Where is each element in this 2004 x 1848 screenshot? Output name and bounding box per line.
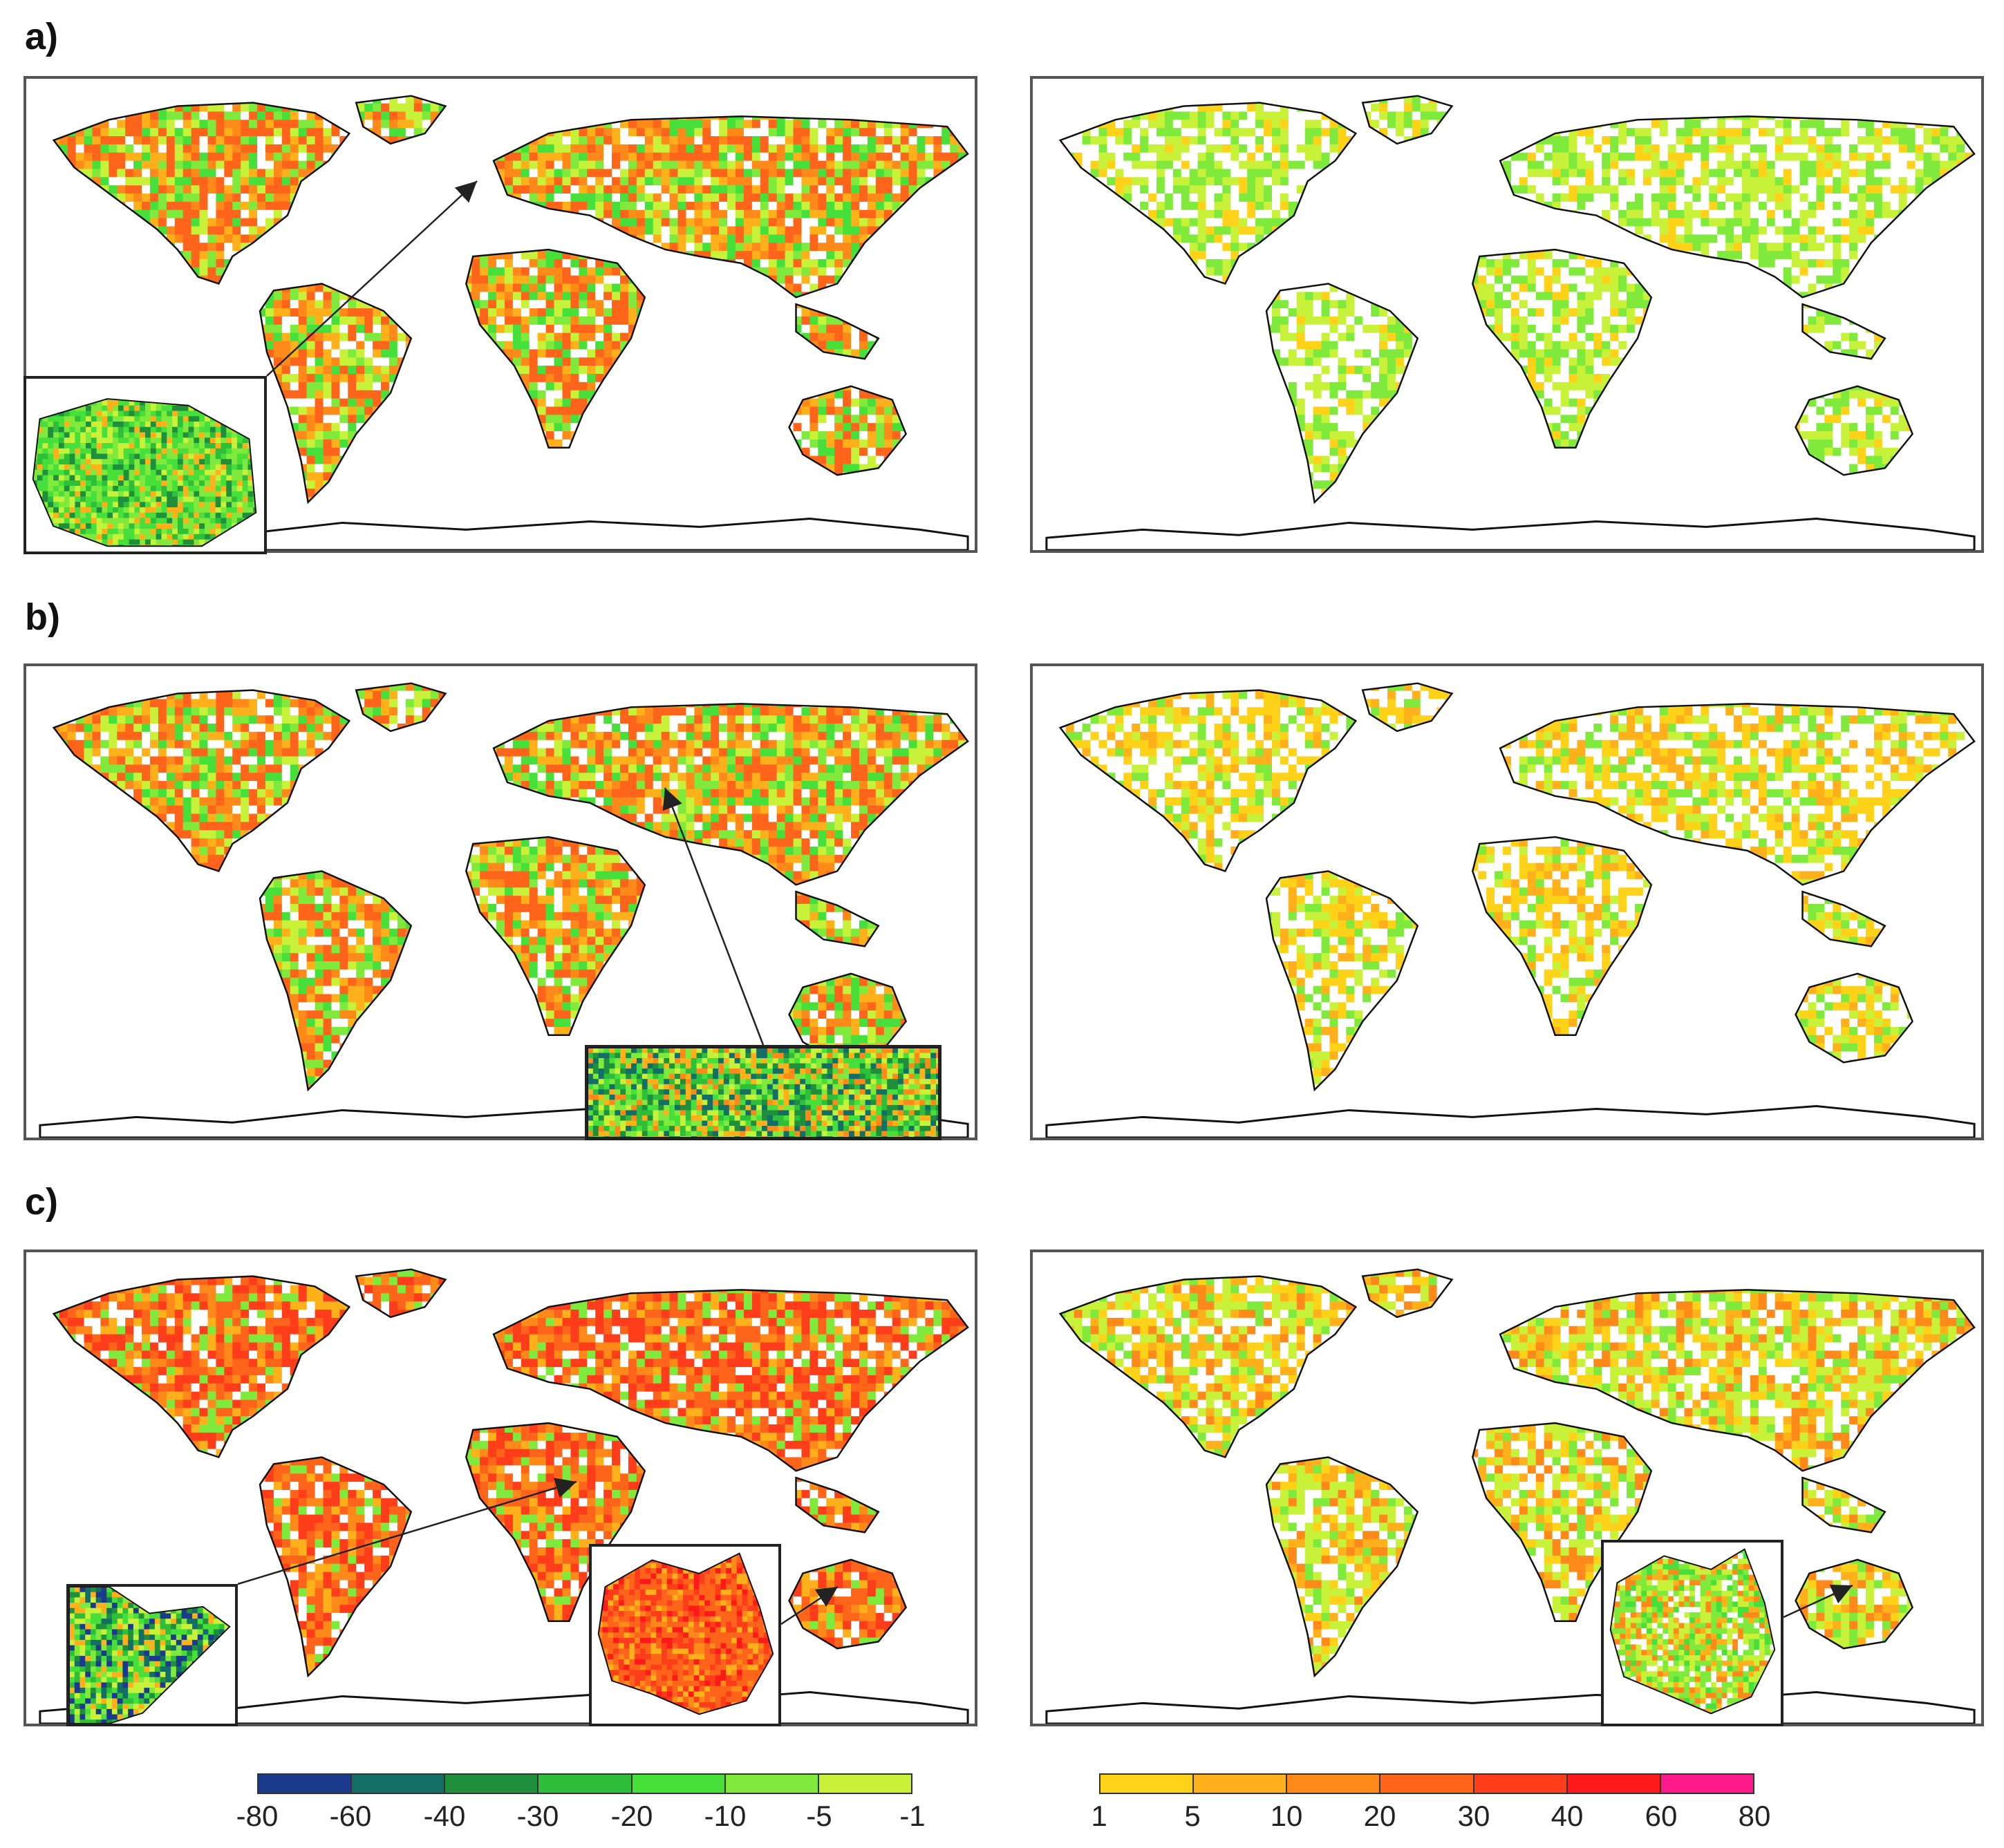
neg-tick: -80 bbox=[236, 1800, 279, 1833]
coastline-antarctica bbox=[1045, 1105, 1976, 1138]
map-panel-b-right bbox=[1030, 663, 1984, 1140]
colorbar-segment bbox=[539, 1775, 633, 1793]
coastline-seasia bbox=[1801, 1476, 1886, 1534]
coastline-northAmerica bbox=[1058, 102, 1358, 285]
map-panel-c-right bbox=[1030, 1250, 1984, 1726]
row-label-a: a) bbox=[25, 15, 58, 58]
coastline-africa bbox=[1471, 1422, 1653, 1622]
pos-tick: 20 bbox=[1364, 1800, 1396, 1833]
coastline-greenland bbox=[1361, 682, 1454, 733]
coastline-seasia bbox=[1801, 303, 1886, 360]
coastline-northAmerica bbox=[1058, 1275, 1358, 1459]
colorbar-segment bbox=[1287, 1775, 1381, 1793]
coastline-southAmerica bbox=[1265, 283, 1419, 505]
pos-tick: 30 bbox=[1458, 1800, 1490, 1833]
coastline-africa bbox=[1471, 836, 1653, 1036]
coastline-southAmerica bbox=[1265, 870, 1419, 1092]
neg-tick: -30 bbox=[517, 1800, 559, 1833]
pos-tick: 60 bbox=[1645, 1800, 1678, 1833]
pos-tick: 80 bbox=[1739, 1800, 1771, 1833]
coastline-southAmerica bbox=[259, 870, 413, 1092]
neg-tick: -10 bbox=[704, 1800, 747, 1833]
colorbar-negative bbox=[257, 1773, 912, 1794]
colorbar-segment bbox=[352, 1775, 446, 1793]
coastline-eurasia bbox=[1499, 1289, 1976, 1472]
neg-tick: -40 bbox=[424, 1800, 466, 1833]
coastline-northAmerica bbox=[52, 102, 351, 285]
colorbar-segment bbox=[632, 1775, 726, 1793]
coastline-australia bbox=[788, 385, 908, 476]
colorbar-segment bbox=[1660, 1775, 1753, 1793]
coastline-greenland bbox=[355, 682, 447, 733]
colorbar-positive bbox=[1099, 1773, 1754, 1794]
coastline-seasia bbox=[795, 890, 880, 947]
colorbar-segment bbox=[725, 1775, 819, 1793]
coastline-eurasia bbox=[1499, 703, 1976, 886]
pos-tick: 40 bbox=[1551, 1800, 1584, 1833]
coastline-southAmerica bbox=[1265, 1456, 1419, 1678]
coastline-greenland bbox=[355, 1268, 447, 1319]
coastline-greenland bbox=[1361, 95, 1454, 145]
colorbar-segment bbox=[1194, 1775, 1288, 1793]
colorbar-segment bbox=[1101, 1775, 1195, 1793]
coastline-northAmerica bbox=[52, 689, 351, 873]
colorbar-segment bbox=[1567, 1775, 1661, 1793]
colorbar-segment bbox=[259, 1775, 353, 1793]
coastline-northAmerica bbox=[1058, 689, 1358, 873]
neg-tick: -60 bbox=[330, 1800, 372, 1833]
coastline-antarctica bbox=[1045, 1691, 1976, 1724]
neg-tick: -1 bbox=[899, 1800, 925, 1833]
australia-inset-left bbox=[589, 1544, 781, 1726]
coastline-antarctica bbox=[1045, 518, 1976, 550]
colorbar-segment bbox=[445, 1775, 539, 1793]
colorbar-segment bbox=[1474, 1775, 1568, 1793]
coastline-eurasia bbox=[492, 703, 969, 886]
australia-inset-right bbox=[1601, 1540, 1783, 1726]
coastline-africa bbox=[1471, 248, 1653, 449]
neg-tick: -5 bbox=[806, 1800, 832, 1833]
central-asia-inset bbox=[585, 1045, 942, 1140]
coastline-seasia bbox=[795, 1476, 880, 1534]
pos-tick: 1 bbox=[1091, 1800, 1107, 1833]
coastline-seasia bbox=[1801, 890, 1886, 947]
coastline-australia bbox=[1795, 385, 1914, 476]
coastline-africa bbox=[465, 836, 646, 1036]
coastline-eurasia bbox=[492, 115, 969, 299]
horn-africa-inset bbox=[66, 1584, 238, 1726]
colorbar-segment bbox=[1380, 1775, 1474, 1793]
coastline-northAmerica bbox=[52, 1275, 351, 1459]
coastline-greenland bbox=[355, 95, 447, 145]
colorbar-segment bbox=[818, 1775, 911, 1793]
coastline-africa bbox=[465, 248, 646, 449]
coastline-eurasia bbox=[1499, 115, 1976, 299]
coastline-seasia bbox=[795, 303, 880, 360]
coastline-eurasia bbox=[492, 1289, 969, 1472]
coastline-greenland bbox=[1361, 1268, 1454, 1319]
map-panel-a-right bbox=[1030, 76, 1984, 553]
row-label-b: b) bbox=[25, 596, 60, 639]
map-panel-b-left bbox=[24, 663, 977, 1140]
row-label-c: c) bbox=[25, 1180, 58, 1223]
pos-tick: 10 bbox=[1271, 1800, 1303, 1833]
neg-tick: -20 bbox=[611, 1800, 653, 1833]
europe-inset bbox=[24, 376, 267, 554]
pos-tick: 5 bbox=[1184, 1800, 1200, 1833]
coastline-australia bbox=[1795, 972, 1914, 1064]
